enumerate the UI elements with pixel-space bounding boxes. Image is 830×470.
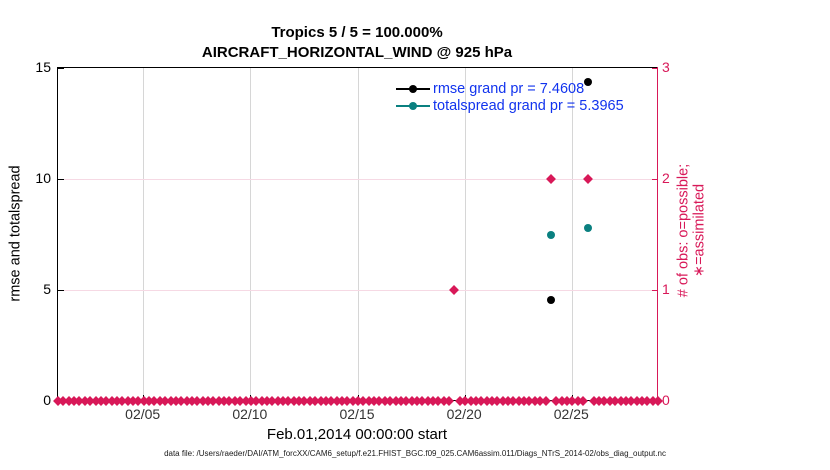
right-axis-label: # of obs: o=possible; ∗=assimilated xyxy=(675,163,708,298)
plot-subtitle: AIRCRAFT_HORIZONTAL_WIND @ 925 hPa xyxy=(201,44,513,61)
grid-layer xyxy=(58,68,658,401)
plot-title: Tropics 5 / 5 = 100.000% xyxy=(271,24,443,41)
right-tick-mark xyxy=(652,289,658,291)
obs_count-marker xyxy=(583,174,594,184)
rmse-line-sample xyxy=(396,84,430,93)
x-tick-label: 02/25 xyxy=(553,406,589,422)
gridline-vertical xyxy=(143,68,145,401)
gridline-vertical xyxy=(357,68,359,401)
data-file-path: data file: /Users/raeder/DAI/ATM_forcXX/… xyxy=(164,449,666,458)
marker-layer xyxy=(53,68,663,406)
legend-item-totalspread: totalspread grand pr = 5.3965 xyxy=(396,97,624,114)
totalspread-line-sample xyxy=(396,101,430,110)
left-axis-label: rmse and totalspread xyxy=(7,165,24,302)
gridline-horizontal xyxy=(58,289,658,291)
left-tick-mark xyxy=(58,289,64,291)
x-tick-label: 02/10 xyxy=(232,406,268,422)
x-tick-label: 02/15 xyxy=(339,406,375,422)
right-tick-mark xyxy=(652,67,658,69)
right-tick-label: 1 xyxy=(662,281,670,297)
gridline-vertical xyxy=(250,68,252,401)
obs_count-marker xyxy=(545,174,556,184)
plot-area: rmse grand pr = 7.4608 totalspread grand… xyxy=(53,67,663,406)
x-axis-label: Feb.01,2014 00:00:00 start xyxy=(266,426,448,443)
gridline-vertical xyxy=(464,68,466,401)
right-tick-label: 3 xyxy=(662,59,670,75)
right-tick-label: 0 xyxy=(662,392,670,408)
left-tick-label: 0 xyxy=(43,392,51,408)
totalspread-marker xyxy=(546,230,555,239)
rmse-marker xyxy=(546,295,555,304)
legend-label-rmse: rmse grand pr = 7.4608 xyxy=(433,80,585,97)
legend-item-rmse: rmse grand pr = 7.4608 xyxy=(396,80,624,97)
rmse-marker xyxy=(584,78,593,87)
gridline-horizontal xyxy=(58,178,658,180)
obs-count-zero-marker xyxy=(444,396,455,406)
legend-label-totalspread: totalspread grand pr = 5.3965 xyxy=(433,97,624,114)
right-axis-spine xyxy=(657,67,658,401)
totalspread-marker xyxy=(584,224,593,233)
left-tick-mark xyxy=(58,178,64,180)
left-tick-label: 5 xyxy=(43,281,51,297)
totalspread-marker-icon xyxy=(409,101,417,110)
left-tick-label: 15 xyxy=(35,59,51,75)
x-tick-label: 02/05 xyxy=(125,406,161,422)
rmse-marker-icon xyxy=(409,84,417,93)
left-tick-mark xyxy=(58,67,64,69)
x-tick-label: 02/20 xyxy=(446,406,482,422)
obs_count-marker xyxy=(449,285,460,295)
right-tick-mark xyxy=(652,178,658,180)
left-tick-label: 10 xyxy=(35,170,51,186)
obs-count-zero-marker xyxy=(578,396,588,406)
right-tick-label: 2 xyxy=(662,170,670,186)
legend: rmse grand pr = 7.4608 totalspread grand… xyxy=(396,80,624,114)
gridline-vertical xyxy=(571,68,573,401)
